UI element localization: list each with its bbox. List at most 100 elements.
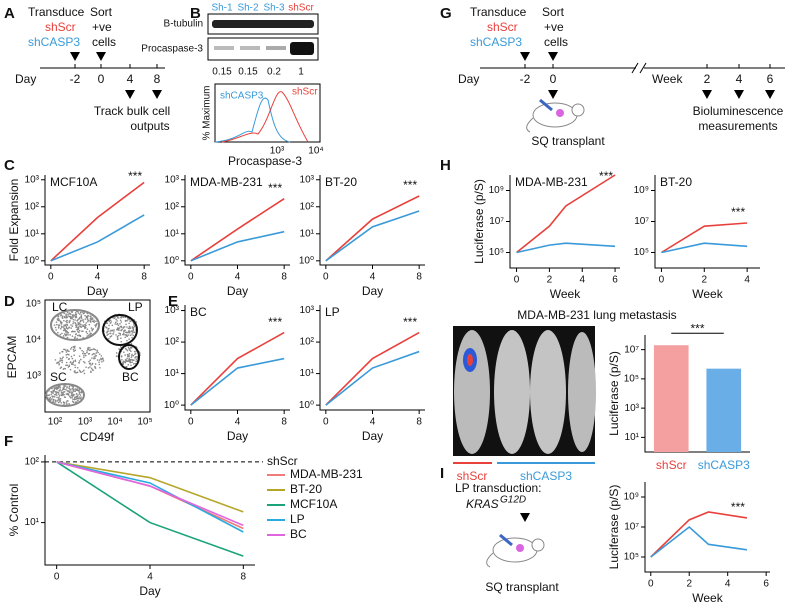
event-dot <box>84 314 86 317</box>
event-dot <box>83 325 85 328</box>
event-dot <box>60 323 63 325</box>
event-dot <box>54 391 57 393</box>
arrowhead <box>520 513 530 522</box>
event-dot <box>117 337 119 339</box>
significance: *** <box>690 321 704 335</box>
event-dot <box>90 364 92 366</box>
band <box>240 46 260 50</box>
event-dot <box>72 363 74 366</box>
event-dot <box>130 330 133 332</box>
event-dot <box>74 364 76 366</box>
event-dot <box>130 350 132 353</box>
y-tick-label: 10⁷ <box>634 216 649 227</box>
caption: SQ transplant <box>485 580 559 594</box>
event-dot <box>64 329 66 332</box>
event-dot <box>78 391 80 393</box>
event-dot <box>133 350 136 353</box>
gate <box>50 309 100 341</box>
x-tick-label: 4 <box>235 417 241 428</box>
histogram-curve <box>214 97 291 143</box>
event-dot <box>120 355 123 357</box>
event-dot <box>120 340 123 343</box>
event-dot <box>54 393 57 396</box>
event-dot <box>79 325 82 328</box>
event-dot <box>71 400 74 403</box>
event-dot <box>75 326 77 328</box>
event-dot <box>75 324 78 326</box>
event-dot <box>70 346 73 349</box>
event-dot <box>83 356 85 359</box>
series-line <box>325 331 420 406</box>
event-dot <box>98 353 101 355</box>
arrowhead <box>70 52 106 61</box>
legend-label: BC <box>290 527 307 541</box>
event-dot <box>130 356 133 359</box>
event-dot <box>87 314 89 317</box>
event-dot <box>74 390 77 393</box>
event-dot <box>63 367 65 370</box>
significance: *** <box>403 315 417 329</box>
lane-label: shScr <box>288 3 314 14</box>
series-line <box>56 461 244 557</box>
histogram-tick-label: 10⁴ <box>308 146 323 157</box>
event-dot <box>128 322 130 325</box>
series-line <box>325 210 420 262</box>
x-tick-label: 0 <box>659 275 665 286</box>
event-dot <box>133 359 135 362</box>
event-dot <box>94 355 97 357</box>
event-dot <box>124 319 127 322</box>
event-dot <box>74 388 77 390</box>
event-dot <box>82 312 85 315</box>
event-dot <box>59 399 61 402</box>
x-axis-label: Day <box>227 429 248 443</box>
event-dot <box>126 326 128 328</box>
event-dot <box>120 326 123 329</box>
event-dot <box>80 391 82 394</box>
event-dot <box>73 337 76 339</box>
event-dot <box>63 316 66 319</box>
event-dot <box>77 394 79 396</box>
x-axis-label: Day <box>362 284 383 298</box>
event-dot <box>114 321 117 324</box>
event-dot <box>66 330 68 333</box>
event-dot <box>92 320 95 323</box>
event-dot <box>123 351 125 353</box>
x-tick-label: 8 <box>141 272 147 283</box>
event-dot <box>71 310 73 313</box>
y-tick-label: 10³ <box>625 403 640 414</box>
event-dot <box>110 321 113 323</box>
event-dot <box>70 391 73 393</box>
event-dot <box>82 321 85 323</box>
y-tick-label: 10⁵ <box>634 247 649 258</box>
event-dot <box>79 311 82 314</box>
tick-label: 10⁵ <box>26 299 41 310</box>
event-dot <box>126 360 129 362</box>
event-dot <box>58 390 60 392</box>
event-dot <box>86 318 89 321</box>
x-axis-label: Day <box>362 429 383 443</box>
significance: *** <box>268 315 282 329</box>
x-axis-label: Day <box>227 284 248 298</box>
event-dot <box>91 362 94 365</box>
band <box>266 46 286 50</box>
y-tick-label: 10² <box>165 337 180 348</box>
event-dot <box>72 390 75 392</box>
step-text: Sort <box>90 5 113 19</box>
event-dot <box>69 334 71 336</box>
event-dot <box>114 323 116 325</box>
y-tick-label: 10⁰ <box>164 255 179 266</box>
y-tick-label: 10⁷ <box>624 522 639 533</box>
arrowhead <box>548 90 775 99</box>
event-dot <box>84 327 86 330</box>
x-tick-label: 4 <box>579 275 585 286</box>
event-dot <box>78 325 81 327</box>
event-dot <box>52 391 54 393</box>
control-text: shCASP3 <box>28 35 80 49</box>
event-dot <box>63 384 65 387</box>
significance: *** <box>731 500 745 514</box>
event-dot <box>109 322 112 324</box>
event-dot <box>75 371 78 374</box>
plot-frame <box>44 299 151 413</box>
y-tick-label: 10³ <box>25 174 40 185</box>
y-tick-label: 10² <box>25 201 40 212</box>
